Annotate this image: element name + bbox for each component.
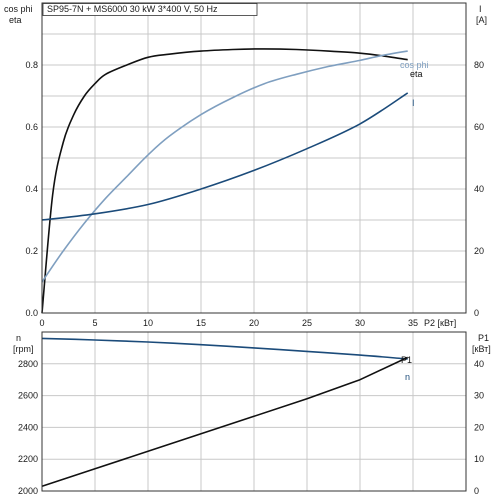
- left-y-tick-label: 0.8: [25, 60, 38, 70]
- left-y-tick-label: 2400: [18, 422, 38, 432]
- x-tick-label: 30: [355, 318, 365, 328]
- right-y-tick-label: 20: [474, 246, 484, 256]
- series-label-cos-phi: cos phi: [400, 60, 429, 70]
- right-y-tick-label: 0: [474, 308, 479, 318]
- series-line-eta: [41, 48, 408, 314]
- series-label-n: n: [405, 372, 410, 382]
- right-y-tick-label: 30: [474, 391, 484, 401]
- top-right-axis-label-line1: I: [479, 4, 482, 14]
- left-y-tick-label: 2600: [18, 391, 38, 401]
- top-right-axis-label-line2: [A]: [476, 15, 487, 25]
- top-curves: [41, 48, 409, 314]
- bottom-panel: 2000 2200 2400 2600 2800 0 10 20 30 40 n [rpm] P1…: [13, 331, 491, 496]
- x-tick-label: 0: [39, 318, 44, 328]
- x-tick-label: 25: [302, 318, 312, 328]
- title-box: [42, 3, 258, 16]
- right-y-tick-label: 80: [474, 60, 484, 70]
- chart-title: SP95-7N + MS6000 30 kW 3*400 V, 50 Hz: [47, 4, 218, 14]
- bottom-series-labels: n P1: [401, 355, 412, 382]
- left-y-tick-label: 0.6: [25, 122, 38, 132]
- series-label-i: I: [412, 98, 415, 108]
- right-y-tick-label: 60: [474, 122, 484, 132]
- series-line-cos-phi: [41, 50, 408, 283]
- left-y-tick-label: 2800: [18, 359, 38, 369]
- top-panel: 0 5 10 15 20 25 30 35 0.0 0.2 0.4 0.6 0.8 0 20 40 60 80 S…: [4, 2, 487, 328]
- left-y-tick-label: 2200: [18, 454, 38, 464]
- x-axis-label: P2 [кВт]: [424, 318, 456, 328]
- bottom-curves: [41, 337, 409, 487]
- bottom-tick-labels: 2000 2200 2400 2600 2800 0 10 20 30 40: [18, 359, 484, 496]
- left-y-tick-label: 2000: [18, 486, 38, 496]
- x-tick-label: 35: [408, 318, 418, 328]
- top-tick-labels: 0 5 10 15 20 25 30 35 0.0 0.2 0.4 0.6 0.8 0 20 40 60 80: [25, 60, 484, 328]
- right-y-tick-label: 0: [474, 486, 479, 496]
- top-plot-frame: [41, 2, 467, 314]
- x-tick-label: 10: [143, 318, 153, 328]
- left-y-tick-label: 0.4: [25, 184, 38, 194]
- right-y-tick-label: 10: [474, 454, 484, 464]
- x-tick-label: 15: [196, 318, 206, 328]
- series-label-p1: P1: [401, 355, 412, 365]
- series-label-eta: eta: [410, 69, 423, 79]
- right-y-tick-label: 40: [474, 184, 484, 194]
- left-y-tick-label: 0.0: [25, 308, 38, 318]
- top-left-axis-label-line2: eta: [9, 15, 22, 25]
- bottom-left-axis-label-line2: [rpm]: [13, 344, 34, 354]
- series-line-i: [41, 92, 409, 221]
- left-y-tick-label: 0.2: [25, 246, 38, 256]
- series-line-p1: [41, 356, 409, 487]
- top-left-axis-label-line1: cos phi: [4, 4, 33, 14]
- x-tick-label: 20: [249, 318, 259, 328]
- right-y-tick-label: 20: [474, 422, 484, 432]
- bottom-plot-frame: [41, 331, 467, 492]
- right-y-tick-label: 40: [474, 359, 484, 369]
- bottom-right-axis-label-line1: P1: [478, 333, 489, 343]
- top-grid: [42, 3, 466, 313]
- series-line-n: [41, 337, 408, 360]
- bottom-right-axis-label-line2: [кВт]: [472, 344, 491, 354]
- bottom-left-axis-label-line1: n: [16, 333, 21, 343]
- x-tick-label: 5: [92, 318, 97, 328]
